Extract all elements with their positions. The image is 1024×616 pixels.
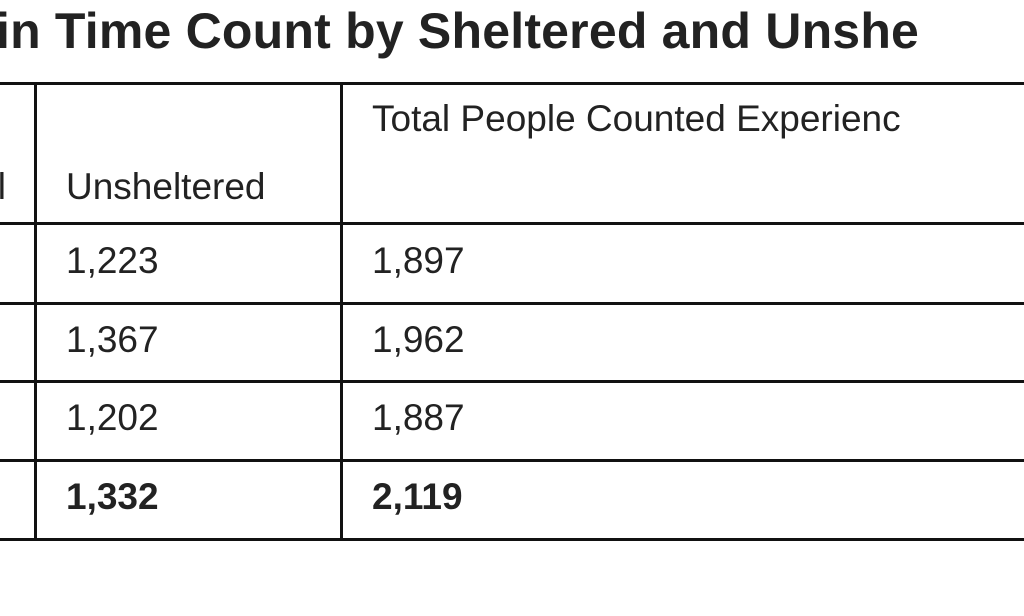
header-partial: l — [0, 166, 6, 207]
cell-unsheltered: 1,367 — [66, 319, 159, 360]
cell-total: 1,887 — [372, 397, 465, 438]
table-border-top — [0, 82, 1024, 85]
row-divider — [0, 459, 1024, 462]
row-divider — [0, 302, 1024, 305]
cell-unsheltered: 1,332 — [66, 476, 159, 517]
cell-total: 1,962 — [372, 319, 465, 360]
column-divider — [34, 83, 37, 541]
table-border-bottom — [0, 538, 1024, 541]
cell-unsheltered: 1,223 — [66, 240, 159, 281]
cell-unsheltered: 1,202 — [66, 397, 159, 438]
row-divider — [0, 222, 1024, 225]
cell-total: 2,119 — [372, 476, 463, 517]
header-unsheltered: Unsheltered — [66, 166, 266, 207]
row-divider — [0, 380, 1024, 383]
header-total: Total People Counted Experienc — [372, 98, 901, 139]
column-divider — [340, 83, 343, 541]
table-title: in Time Count by Sheltered and Unshe — [0, 3, 920, 59]
cell-total: 1,897 — [372, 240, 465, 281]
